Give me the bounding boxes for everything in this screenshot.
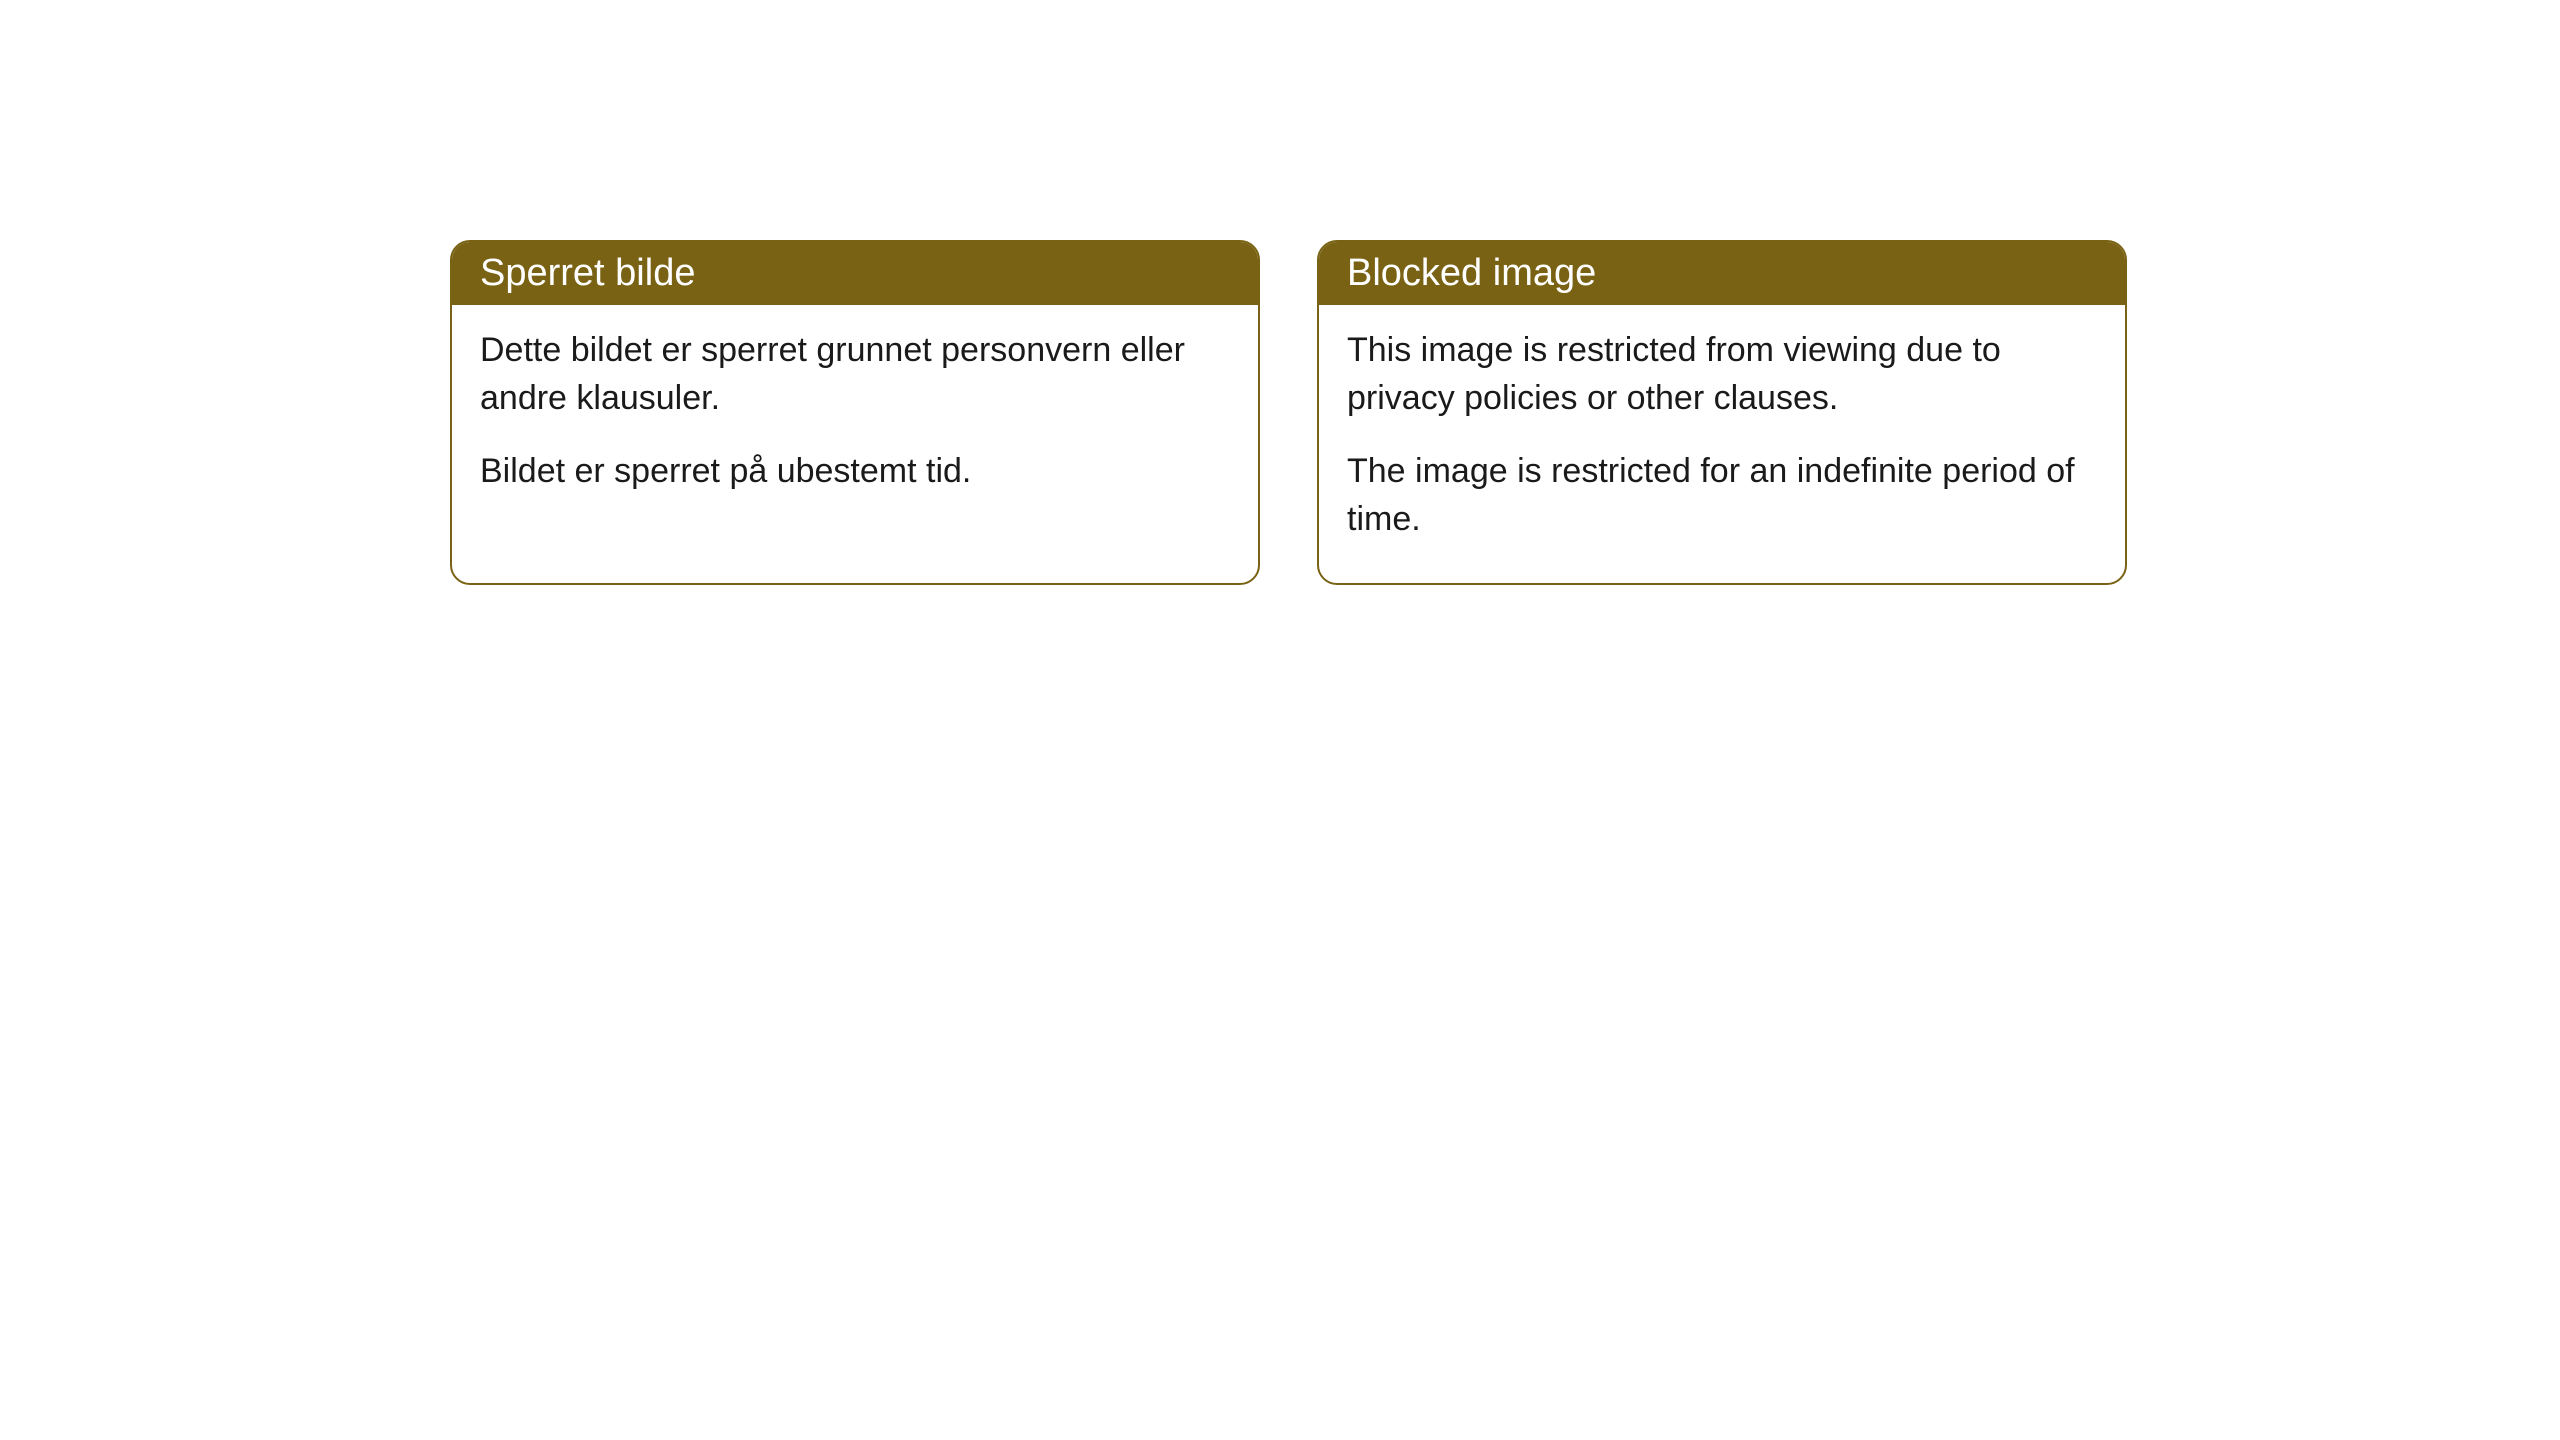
- card-paragraph-2: The image is restricted for an indefinit…: [1347, 448, 2097, 543]
- card-paragraph-2: Bildet er sperret på ubestemt tid.: [480, 448, 1230, 496]
- notice-cards-container: Sperret bilde Dette bildet er sperret gr…: [450, 240, 2127, 585]
- card-body-english: This image is restricted from viewing du…: [1319, 305, 2125, 583]
- notice-card-english: Blocked image This image is restricted f…: [1317, 240, 2127, 585]
- card-body-norwegian: Dette bildet er sperret grunnet personve…: [452, 305, 1258, 536]
- card-header-norwegian: Sperret bilde: [452, 242, 1258, 305]
- card-paragraph-1: Dette bildet er sperret grunnet personve…: [480, 327, 1230, 422]
- card-paragraph-1: This image is restricted from viewing du…: [1347, 327, 2097, 422]
- notice-card-norwegian: Sperret bilde Dette bildet er sperret gr…: [450, 240, 1260, 585]
- card-header-english: Blocked image: [1319, 242, 2125, 305]
